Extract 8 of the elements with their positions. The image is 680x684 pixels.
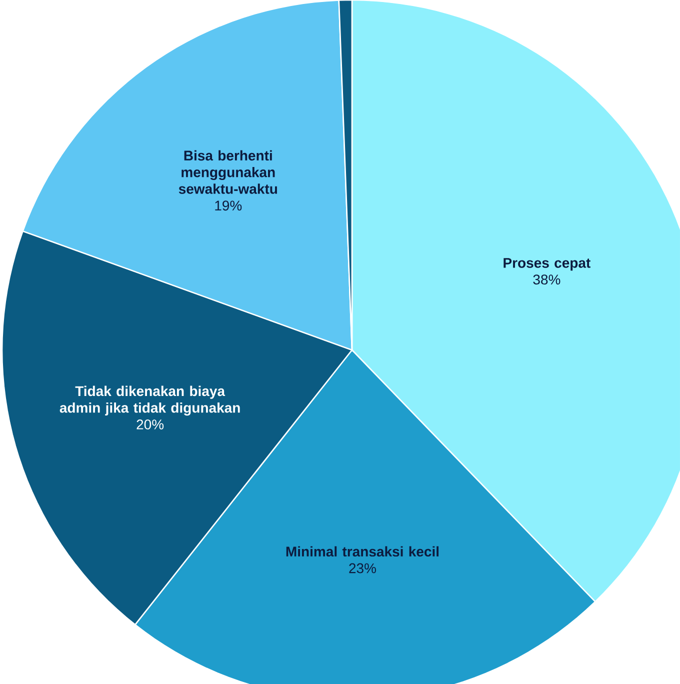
slice-label: Minimal transaksi kecil xyxy=(286,546,439,557)
slice-label: Tidak dikenakan biaya admin jika tidak digunakan xyxy=(60,386,240,416)
slice-label: Proses cepat xyxy=(504,258,590,271)
data-label: 23% xyxy=(349,563,376,574)
data-label: 19% xyxy=(215,200,242,211)
slice-label: Bisa berhenti menggunakan sewaktu-waktu xyxy=(178,150,278,194)
data-label: 20% xyxy=(136,420,164,430)
data-label: 38% xyxy=(533,274,560,285)
